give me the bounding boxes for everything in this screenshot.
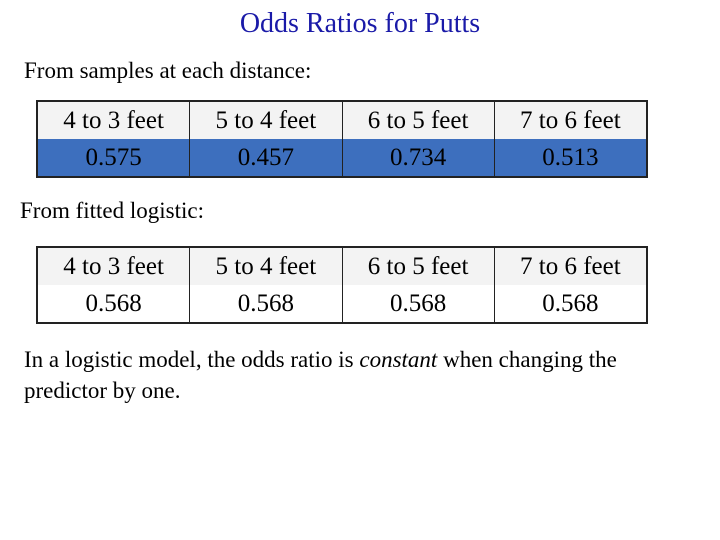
fitted-header-cell: 4 to 3 feet <box>37 247 190 285</box>
fitted-value-cell: 0.568 <box>341 285 495 323</box>
fitted-value-cell: 0.568 <box>37 285 190 323</box>
fitted-value-cell: 0.568 <box>189 285 342 323</box>
samples-header-cell: 7 to 6 feet <box>493 101 647 139</box>
note-text-before: In a logistic model, the odds ratio is <box>24 347 360 372</box>
note-text-after: when changing the predictor by one. <box>24 347 617 403</box>
samples-label: From samples at each distance: <box>24 58 312 83</box>
fitted-header-row: 4 to 3 feet 5 to 4 feet 6 to 5 feet 7 to… <box>37 247 647 285</box>
slide-title: Odds Ratios for Putts <box>239 8 481 39</box>
samples-header-cell: 5 to 4 feet <box>189 101 342 139</box>
samples-value-cell: 0.457 <box>189 139 342 177</box>
samples-header-cell: 6 to 5 feet <box>341 101 495 139</box>
samples-value-cell: 0.734 <box>341 139 495 177</box>
note-emphasis: constant <box>359 347 438 372</box>
fitted-odds-table: 4 to 3 feet 5 to 4 feet 6 to 5 feet 7 to… <box>36 246 648 324</box>
samples-value-cell: 0.575 <box>37 139 190 177</box>
fitted-header-cell: 5 to 4 feet <box>189 247 342 285</box>
samples-values-row: 0.575 0.457 0.734 0.513 <box>37 139 647 177</box>
fitted-value-cell: 0.568 <box>493 285 647 323</box>
samples-header-cell: 4 to 3 feet <box>37 101 190 139</box>
fitted-header-cell: 6 to 5 feet <box>341 247 495 285</box>
fitted-values-row: 0.568 0.568 0.568 0.568 <box>37 285 647 323</box>
fitted-header-cell: 7 to 6 feet <box>493 247 647 285</box>
fitted-label: From fitted logistic: <box>20 198 204 223</box>
samples-value-cell: 0.513 <box>493 139 647 177</box>
samples-header-row: 4 to 3 feet 5 to 4 feet 6 to 5 feet 7 to… <box>37 101 647 139</box>
explanation-note: In a logistic model, the odds ratio is c… <box>24 344 644 406</box>
samples-odds-table: 4 to 3 feet 5 to 4 feet 6 to 5 feet 7 to… <box>36 100 648 178</box>
